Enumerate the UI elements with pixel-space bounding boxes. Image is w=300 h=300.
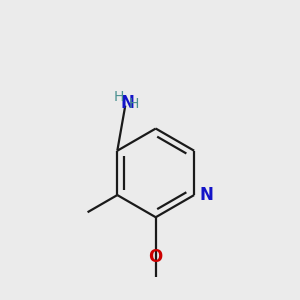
Text: N: N [199, 186, 213, 204]
Text: H: H [113, 90, 124, 104]
Text: O: O [148, 248, 163, 266]
Text: H: H [128, 97, 139, 111]
Text: N: N [120, 94, 134, 112]
